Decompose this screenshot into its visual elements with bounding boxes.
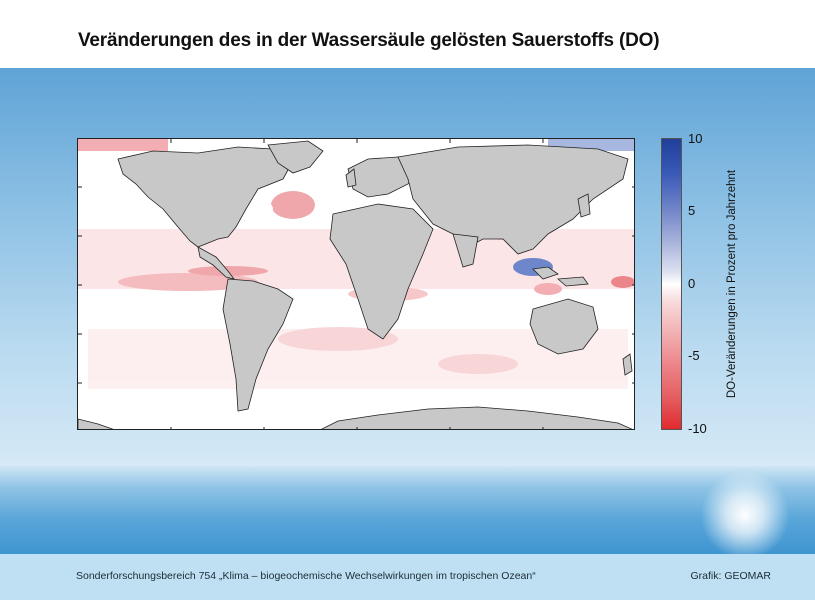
colorbar-label: DO-Veränderungen in Prozent pro Jahrzehn… — [726, 169, 738, 399]
sun-glare — [700, 470, 790, 560]
map-ticks — [78, 139, 634, 429]
land-layer — [78, 140, 633, 429]
colorbar-tick-minus5: -5 — [688, 348, 700, 363]
footer: Sonderforschungsbereich 754 „Klima – bio… — [0, 554, 815, 600]
figure-title: Veränderungen des in der Wassersäule gel… — [78, 30, 660, 51]
colorbar-tick-minus10: -10 — [688, 421, 707, 436]
colorbar — [661, 138, 682, 430]
colorbar-tick-5: 5 — [688, 203, 696, 218]
footer-graphic-credit: Grafik: GEOMAR — [690, 570, 771, 582]
sea-background — [0, 466, 815, 554]
colorbar-tick-0: 0 — [688, 276, 696, 291]
world-map — [77, 138, 635, 430]
colorbar-tick-10: 10 — [688, 131, 703, 146]
footer-credit: Sonderforschungsbereich 754 „Klima – bio… — [76, 570, 536, 582]
